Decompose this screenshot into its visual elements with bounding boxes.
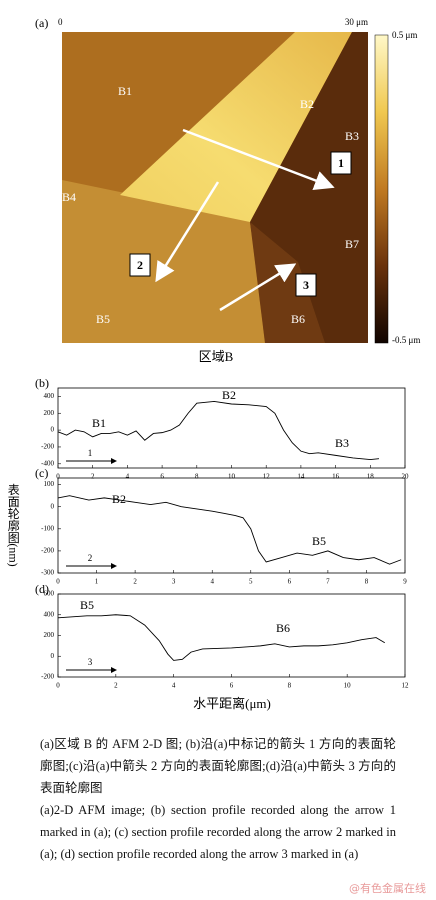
x-tick-label: 4: [172, 682, 176, 690]
x-tick-label: 10: [344, 682, 352, 690]
profile-line: [57, 401, 380, 461]
y-tick-label: -300: [41, 569, 54, 577]
x-tick-label: 10: [228, 473, 236, 481]
x-tick-label: 2: [114, 682, 118, 690]
watermark: @有色金属在线: [349, 882, 426, 895]
region-annotation: B5: [312, 534, 326, 548]
x-tick-label: 6: [160, 473, 164, 481]
y-tick-label: -200: [41, 547, 54, 555]
figure: (a) 0 30 μm 0.5 μm -0.5 μm B1 B2 B3 B4 B…: [6, 16, 420, 711]
y-tick-label: 0: [51, 502, 55, 510]
region-labels: B1 B2 B3 B4 B5 B6 B7: [62, 84, 359, 326]
arrow-label: 3: [303, 278, 309, 292]
direction-label: 1: [88, 448, 93, 458]
region-label: B3: [345, 129, 359, 143]
panel-label: (b): [35, 376, 49, 390]
x-tick-label: 14: [297, 473, 305, 481]
plot-frame: [57, 593, 406, 678]
profile-line: [57, 614, 385, 661]
direction-label: 3: [88, 657, 93, 667]
y-tick-label: -200: [41, 673, 54, 681]
x-tick-label: 5: [249, 578, 253, 586]
x-tick-label: 12: [263, 473, 271, 481]
region-annotation: B6: [276, 621, 290, 635]
x-axis-label: 水平距离(μm): [193, 696, 271, 711]
y-tick-label: -200: [41, 443, 54, 451]
panel-label: (a): [35, 16, 48, 30]
x-tick-label: 8: [365, 578, 369, 586]
region-label: B2: [300, 97, 314, 111]
x-tick-label: 3: [172, 578, 176, 586]
y-tick-label: 100: [44, 480, 55, 488]
y-tick-label: 400: [44, 610, 55, 618]
caption-en: (a)2-D AFM image; (b) section profile re…: [40, 803, 396, 861]
y-tick-label: -400: [41, 459, 54, 467]
x-tick-label: 4: [210, 578, 214, 586]
x-tick-label: 0: [56, 578, 60, 586]
colorbar-max: 0.5 μm: [392, 30, 417, 40]
region-label: B1: [118, 84, 132, 98]
image-caption: 区域B: [199, 349, 234, 364]
x-end-label: 30 μm: [345, 17, 368, 27]
arrow-label: 1: [338, 156, 344, 170]
panel-label: (c): [35, 466, 48, 480]
region-label: B6: [291, 312, 305, 326]
x-tick-label: 1: [95, 578, 99, 586]
y-tick-label: 400: [44, 392, 55, 400]
x-tick-label: 0: [56, 682, 60, 690]
profile-line: [57, 495, 402, 565]
colorbar: [374, 34, 389, 344]
plot-frame: [57, 477, 406, 574]
x-tick-label: 16: [332, 473, 340, 481]
region-label: B5: [96, 312, 110, 326]
colorbar-min: -0.5 μm: [392, 335, 420, 345]
x-tick-label: 6: [230, 682, 234, 690]
region-label: B7: [345, 237, 359, 251]
y-tick-label: 200: [44, 631, 55, 639]
x-tick-label: 2: [133, 578, 137, 586]
x-tick-label: 2: [91, 473, 95, 481]
x-tick-label: 12: [402, 682, 410, 690]
region-annotation: B2: [112, 492, 126, 506]
region-annotation: B3: [335, 436, 349, 450]
x-tick-label: 7: [326, 578, 330, 586]
x-tick-label: 8: [195, 473, 199, 481]
y-tick-label: 600: [44, 590, 55, 598]
region-annotation: B5: [80, 598, 94, 612]
x-tick-label: 20: [402, 473, 410, 481]
region-annotation: B2: [222, 388, 236, 402]
x-tick-label: 6: [288, 578, 292, 586]
region-annotation: B1: [92, 416, 106, 430]
y-axis-label: 表面轮廓图(nm): [6, 483, 20, 567]
x-start-label: 0: [58, 17, 63, 27]
x-tick-label: 18: [367, 473, 375, 481]
x-tick-label: 4: [126, 473, 130, 481]
panel-label: (d): [35, 582, 49, 596]
direction-label: 2: [88, 553, 93, 563]
x-tick-label: 9: [403, 578, 407, 586]
caption-zh: (a)区域 B 的 AFM 2-D 图; (b)沿(a)中标记的箭头 1 方向的…: [40, 737, 396, 795]
afm-image: [62, 32, 368, 343]
y-tick-label: 200: [44, 409, 55, 417]
y-tick-label: 0: [51, 652, 55, 660]
y-tick-label: -100: [41, 524, 54, 532]
x-tick-label: 8: [288, 682, 292, 690]
arrow-label: 2: [137, 258, 143, 272]
y-tick-label: 0: [51, 426, 55, 434]
x-tick-label: 0: [56, 473, 60, 481]
region-label: B4: [62, 190, 76, 204]
